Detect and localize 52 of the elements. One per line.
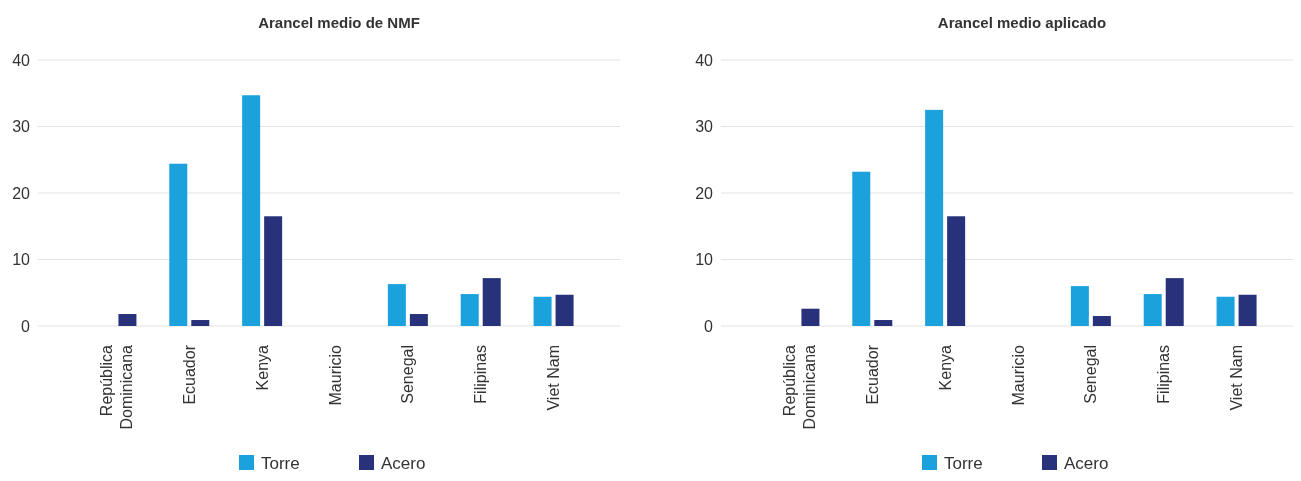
legend-label: Acero (381, 453, 426, 473)
y-tick-label: 10 (12, 251, 31, 269)
bar (1165, 278, 1184, 326)
bar (1092, 316, 1111, 326)
x-tick-label: Mauricio (326, 344, 344, 406)
bar (118, 314, 137, 326)
legend-label: Acero (1064, 453, 1109, 473)
y-tick-label: 40 (12, 51, 31, 69)
bar (1143, 294, 1162, 326)
y-tick-label: 0 (21, 317, 31, 335)
x-tick-label: Filipinas (1155, 345, 1173, 404)
y-tick-label: 20 (12, 184, 31, 202)
bar (482, 278, 501, 326)
bar (555, 294, 574, 326)
bar (242, 95, 261, 326)
y-tick-label: 10 (695, 251, 714, 269)
x-tick-label: Kenya (936, 344, 954, 391)
bar (264, 216, 283, 326)
legend-label: Torre (944, 453, 983, 473)
bar (925, 109, 944, 326)
x-tick-label: Viet Nam (545, 345, 563, 411)
x-tick-label: Senegal (399, 345, 417, 404)
y-tick-label: 0 (704, 317, 714, 335)
bar (1070, 286, 1089, 326)
x-tick-label: República Dominicana (781, 344, 818, 430)
x-tick-label: Filipinas (472, 345, 490, 404)
bar (169, 163, 188, 326)
bar (533, 296, 552, 326)
bar (874, 320, 893, 326)
x-tick-label: Ecuador (863, 344, 881, 405)
x-tick-label: República Dominicana (98, 344, 135, 430)
x-tick-label: Viet Nam (1228, 345, 1246, 411)
chart-title: Arancel medio de NMF (258, 14, 420, 31)
chart-title: Arancel medio aplicado (937, 14, 1107, 31)
bar (191, 320, 210, 326)
legend-label: Torre (261, 453, 300, 473)
x-tick-label: Mauricio (1009, 344, 1027, 406)
bar (801, 308, 820, 326)
bar (852, 171, 871, 326)
bar (1238, 294, 1257, 326)
bar (409, 314, 428, 326)
bar (947, 216, 966, 326)
y-tick-label: 30 (12, 118, 31, 136)
y-tick-label: 30 (695, 118, 714, 136)
x-tick-label: Ecuador (180, 344, 198, 405)
bar (460, 294, 479, 326)
bar (1216, 296, 1235, 326)
y-tick-label: 20 (695, 184, 714, 202)
bar (387, 284, 406, 326)
y-tick-label: 40 (695, 51, 714, 69)
x-tick-label: Kenya (253, 344, 271, 391)
x-tick-label: Senegal (1082, 345, 1100, 404)
